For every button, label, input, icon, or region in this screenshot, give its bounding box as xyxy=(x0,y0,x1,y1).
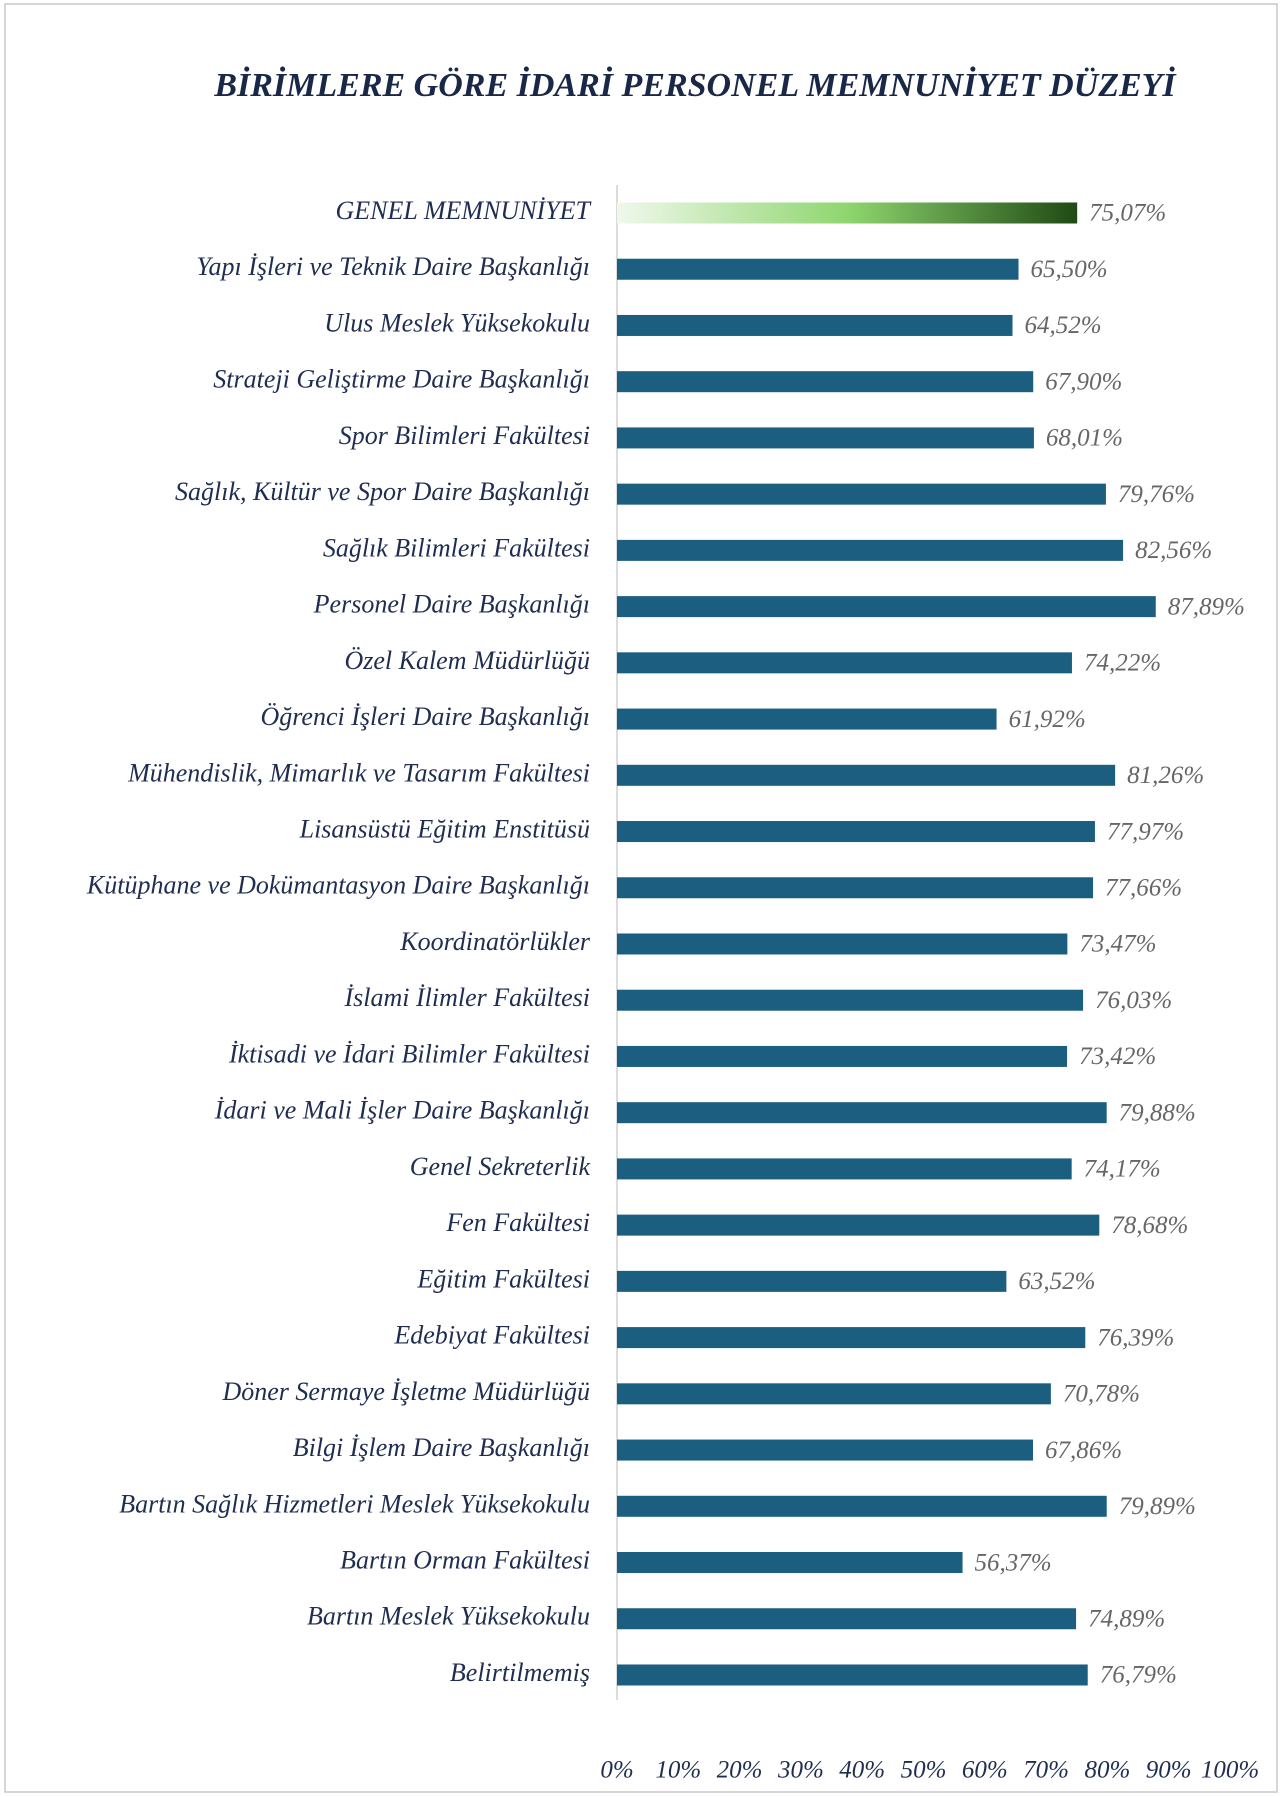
category-label: Lisansüstü Eğitim Enstitüsü xyxy=(299,814,590,843)
category-label: Bilgi İşlem Daire Başkanlığı xyxy=(293,1433,590,1462)
x-tick-label: 60% xyxy=(962,1757,1008,1784)
x-tick-label: 20% xyxy=(717,1757,763,1784)
x-tick-label: 10% xyxy=(655,1757,701,1784)
bar xyxy=(617,1102,1107,1124)
bar xyxy=(617,764,1116,786)
bar xyxy=(617,1214,1100,1236)
value-label: 73,42% xyxy=(1079,1043,1156,1070)
chart-title: BİRİMLERE GÖRE İDARİ PERSONEL MEMNUNİYET… xyxy=(213,66,1177,104)
category-label: Koordinatörlükler xyxy=(399,927,591,956)
category-label: Sağlık, Kültür ve Spor Daire Başkanlığı xyxy=(175,477,590,506)
bar xyxy=(617,539,1124,561)
bar xyxy=(617,652,1072,674)
value-label: 67,86% xyxy=(1045,1437,1122,1464)
category-label: Fen Fakültesi xyxy=(445,1208,590,1237)
category-label: Strateji Geliştirme Daire Başkanlığı xyxy=(213,365,590,394)
x-tick-label: 90% xyxy=(1146,1757,1192,1784)
value-label: 76,03% xyxy=(1095,987,1172,1014)
bar xyxy=(617,933,1068,955)
category-label: Özel Kalem Müdürlüğü xyxy=(344,646,590,675)
frame xyxy=(4,3,1278,1793)
category-label: Döner Sermaye İşletme Müdürlüğü xyxy=(221,1377,590,1406)
bar xyxy=(617,821,1095,843)
value-label: 61,92% xyxy=(1009,706,1086,733)
value-label: 56,37% xyxy=(975,1549,1052,1576)
category-label: Genel Sekreterlik xyxy=(410,1152,591,1181)
bar xyxy=(617,1270,1007,1292)
value-label: 75,07% xyxy=(1089,200,1166,227)
category-label: Edebiyat Fakültesi xyxy=(393,1321,590,1350)
value-label: 79,76% xyxy=(1118,481,1195,508)
bar xyxy=(617,258,1019,280)
bar xyxy=(617,708,997,730)
bar xyxy=(617,371,1034,393)
bar xyxy=(617,1664,1088,1686)
category-label: Kütüphane ve Dokümantasyon Daire Başkanl… xyxy=(86,871,590,900)
value-label: 78,68% xyxy=(1111,1212,1188,1239)
x-tick-label: 30% xyxy=(777,1757,824,1784)
x-tick-label: 70% xyxy=(1023,1757,1069,1784)
value-label: 76,39% xyxy=(1097,1324,1174,1351)
bar xyxy=(617,1158,1072,1180)
bar xyxy=(617,314,1013,336)
category-label: İktisadi ve İdari Bilimler Fakültesi xyxy=(228,1039,590,1068)
value-label: 79,89% xyxy=(1119,1493,1196,1520)
x-tick-label: 50% xyxy=(901,1757,947,1784)
x-tick-label: 80% xyxy=(1084,1757,1130,1784)
bar xyxy=(617,483,1106,505)
bar xyxy=(617,1439,1033,1461)
category-label: Mühendislik, Mimarlık ve Tasarım Fakülte… xyxy=(127,758,590,787)
value-label: 77,66% xyxy=(1105,874,1182,901)
bar xyxy=(617,427,1034,449)
value-label: 74,17% xyxy=(1084,1156,1161,1183)
value-label: 76,79% xyxy=(1100,1662,1177,1689)
value-label: 67,90% xyxy=(1045,368,1122,395)
category-label: Personel Daire Başkanlığı xyxy=(313,590,590,619)
value-label: 74,22% xyxy=(1084,650,1161,677)
bar xyxy=(617,1383,1051,1405)
category-label: Spor Bilimleri Fakültesi xyxy=(339,421,590,450)
value-label: 74,89% xyxy=(1088,1605,1165,1632)
x-tick-label: 0% xyxy=(600,1757,633,1784)
bar xyxy=(617,202,1078,224)
x-tick-label: 100% xyxy=(1201,1757,1259,1784)
category-label: Bartın Orman Fakültesi xyxy=(340,1545,590,1574)
category-label: Bartın Meslek Yüksekokulu xyxy=(307,1602,590,1631)
bar xyxy=(617,989,1084,1011)
value-label: 79,88% xyxy=(1119,1099,1196,1126)
value-label: 77,97% xyxy=(1107,818,1184,845)
category-label: Eğitim Fakültesi xyxy=(416,1264,590,1293)
value-label: 87,89% xyxy=(1168,593,1245,620)
bar xyxy=(617,1608,1077,1630)
bar xyxy=(617,1327,1086,1349)
category-label: GENEL MEMNUNİYET xyxy=(336,196,592,225)
bar xyxy=(617,877,1094,899)
value-label: 68,01% xyxy=(1046,425,1123,452)
category-label: Yapı İşleri ve Teknik Daire Başkanlığı xyxy=(196,252,590,281)
category-label: İslami İlimler Fakültesi xyxy=(343,983,590,1012)
category-label: Sağlık Bilimleri Fakültesi xyxy=(323,533,590,562)
value-label: 64,52% xyxy=(1025,312,1102,339)
category-label: Öğrenci İşleri Daire Başkanlığı xyxy=(260,702,590,731)
bar xyxy=(617,596,1156,618)
value-label: 65,50% xyxy=(1031,256,1108,283)
value-label: 73,47% xyxy=(1079,931,1156,958)
value-label: 70,78% xyxy=(1063,1381,1140,1408)
category-label: İdari ve Mali İşler Daire Başkanlığı xyxy=(214,1096,590,1125)
category-label: Belirtilmemiş xyxy=(450,1658,590,1687)
value-label: 82,56% xyxy=(1135,537,1212,564)
category-label: Ulus Meslek Yüksekokulu xyxy=(324,308,590,337)
value-label: 81,26% xyxy=(1127,762,1204,789)
value-label: 63,52% xyxy=(1018,1268,1095,1295)
bar xyxy=(617,1552,963,1574)
bar xyxy=(617,1045,1068,1067)
category-label: Bartın Sağlık Hizmetleri Meslek Yüksekok… xyxy=(119,1489,590,1518)
x-tick-label: 40% xyxy=(839,1757,885,1784)
bar xyxy=(617,1495,1107,1517)
